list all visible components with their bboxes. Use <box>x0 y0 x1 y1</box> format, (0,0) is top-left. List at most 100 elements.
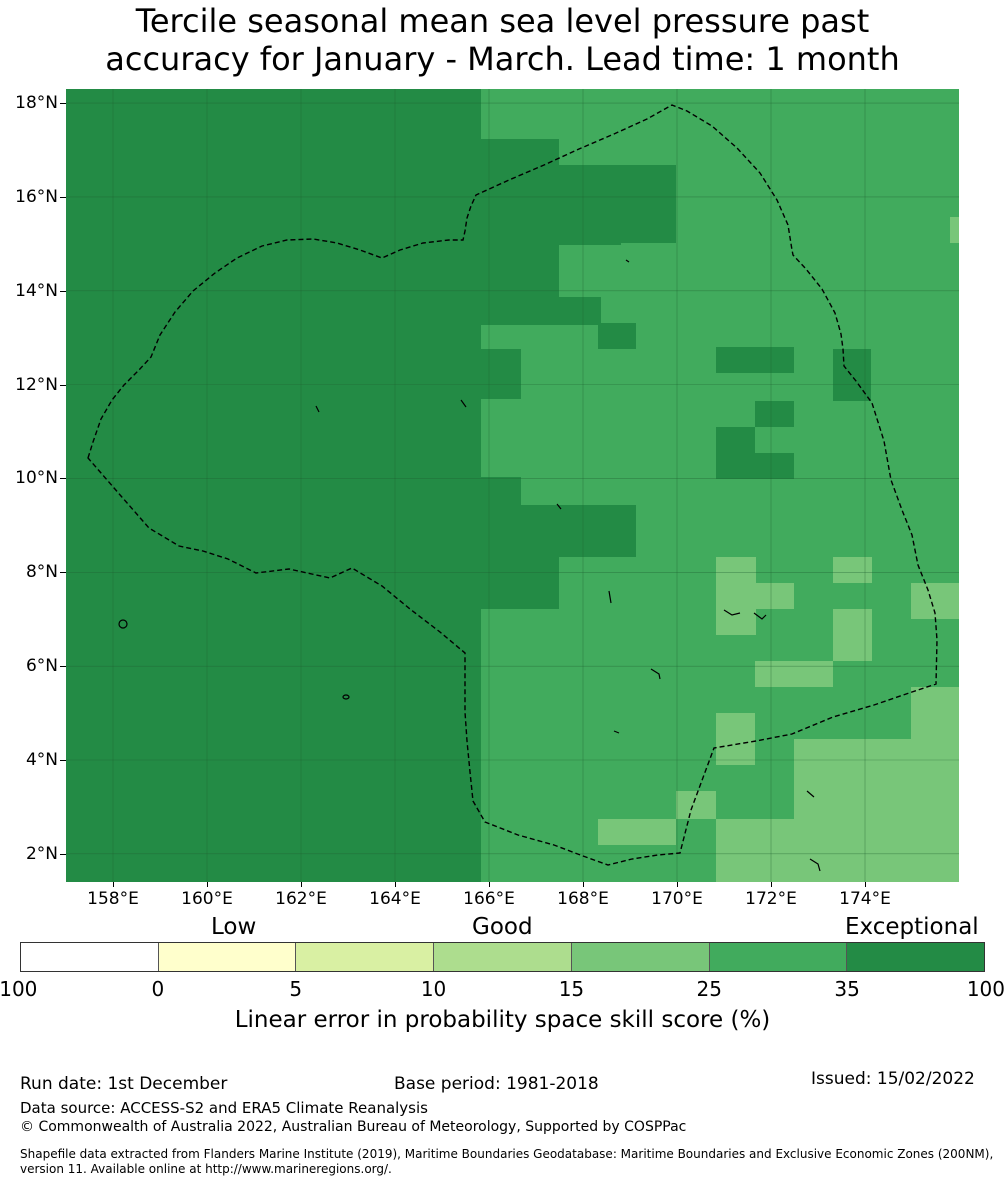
colorbar-segment <box>709 943 848 971</box>
colorbar-label: Linear error in probability space skill … <box>234 1007 771 1033</box>
y-tick-mark <box>60 853 66 855</box>
skill-region-exceptional <box>481 557 559 609</box>
colorbar-tick-label: 10 <box>420 977 447 1001</box>
skill-region-good-light <box>716 557 756 635</box>
title-line-1: Tercile seasonal mean sea level pressure… <box>135 2 870 40</box>
colorbar-category-low: Low <box>211 914 257 940</box>
skill-region-exceptional <box>66 89 481 882</box>
skill-region-exceptional <box>364 709 401 765</box>
shapefile-credit-line-2: version 11. Available online at http://w… <box>20 1162 392 1176</box>
skill-region-good-light <box>755 661 833 687</box>
skill-region-good-light <box>676 791 716 819</box>
skill-region-good-light <box>794 739 959 882</box>
skill-region-exceptional <box>481 477 521 505</box>
data-source: Data source: ACCESS-S2 and ERA5 Climate … <box>20 1099 428 1117</box>
skill-region-exceptional <box>598 323 636 349</box>
colorbar-segment <box>571 943 710 971</box>
colorbar-segment <box>434 943 572 971</box>
skill-region-exceptional <box>716 427 755 479</box>
colorbar <box>20 942 985 972</box>
y-tick-mark <box>60 572 66 574</box>
y-tick-mark <box>60 103 66 105</box>
map-svg <box>66 89 959 882</box>
colorbar-tick-label: 35 <box>834 977 860 1001</box>
skill-region-exceptional <box>481 505 636 557</box>
colorbar-segment <box>158 943 297 971</box>
y-tick-label: 2°N <box>25 843 58 864</box>
skill-region-exceptional <box>755 401 794 427</box>
colorbar-segment <box>21 943 159 971</box>
title-line-2: accuracy for January - March. Lead time:… <box>105 40 900 78</box>
skill-region-good-light <box>756 583 794 609</box>
x-tick-label: 162°E <box>275 889 327 909</box>
skill-region-exceptional <box>246 845 324 882</box>
x-tick-label: 174°E <box>839 889 891 909</box>
x-tick-mark <box>489 882 490 887</box>
eez-boundary-line <box>87 104 938 866</box>
y-tick-label: 6°N <box>25 656 58 677</box>
x-tick-label: 170°E <box>651 889 703 909</box>
x-tick-mark <box>395 882 396 887</box>
x-tick-mark <box>301 882 302 887</box>
x-tick-mark <box>583 882 584 887</box>
skill-region-exceptional <box>755 453 794 479</box>
y-tick-mark <box>60 666 66 668</box>
colorbar-tick-label: 25 <box>696 977 722 1001</box>
x-tick-mark <box>677 882 678 887</box>
x-tick-label: 160°E <box>181 889 233 909</box>
base-period: Base period: 1981-2018 <box>394 1074 599 1094</box>
colorbar-tick-label: 5 <box>289 977 303 1001</box>
issued-date: Issued: 15/02/2022 <box>811 1069 975 1089</box>
x-tick-mark <box>865 882 866 887</box>
x-tick-mark <box>207 882 208 887</box>
run-date: Run date: 1st December <box>20 1074 228 1094</box>
colorbar-tick-label: 0 <box>151 977 165 1001</box>
skill-region-exceptional <box>716 347 794 373</box>
skill-region-exceptional <box>441 609 481 709</box>
shapefile-credit-line-1: Shapefile data extracted from Flanders M… <box>20 1147 994 1161</box>
y-tick-mark <box>60 384 66 386</box>
skill-map <box>66 89 959 882</box>
colorbar-tick-label: 100 <box>966 977 1005 1001</box>
skill-region-exceptional <box>636 165 676 243</box>
x-tick-mark <box>771 882 772 887</box>
skill-region-good-light <box>833 557 872 583</box>
y-tick-label: 4°N <box>25 750 58 770</box>
y-tick-label: 14°N <box>15 280 58 301</box>
skill-region-exceptional <box>481 139 559 217</box>
skill-region-good-light <box>716 819 794 882</box>
colorbar-category-good: Good <box>472 914 533 940</box>
y-tick-mark <box>60 196 66 198</box>
x-tick-label: 168°E <box>557 889 609 909</box>
skill-region-good-light <box>598 819 676 845</box>
y-tick-mark <box>60 478 66 480</box>
colorbar-category-exceptional: Exceptional <box>845 914 979 940</box>
y-tick-mark <box>60 290 66 292</box>
x-tick-label: 166°E <box>463 889 515 909</box>
island-outlines <box>118 259 821 872</box>
x-tick-label: 158°E <box>87 889 139 909</box>
skill-region-good-light <box>833 609 872 661</box>
colorbar-segment <box>296 943 435 971</box>
skill-region-exceptional <box>481 297 601 325</box>
skill-region-good-light <box>950 217 959 243</box>
skill-region-exceptional <box>481 349 521 399</box>
x-tick-mark <box>113 882 114 887</box>
skill-region-exceptional <box>402 659 441 709</box>
chart-title: Tercile seasonal mean sea level pressure… <box>0 2 1005 78</box>
y-tick-label: 8°N <box>25 562 58 583</box>
y-tick-label: 12°N <box>15 374 58 395</box>
y-tick-mark <box>60 760 66 761</box>
colorbar-tick-label: 15 <box>558 977 585 1001</box>
skill-region-good-light <box>911 687 959 739</box>
y-tick-label: 16°N <box>15 186 58 207</box>
x-tick-label: 164°E <box>369 889 421 909</box>
colorbar-tick-label: -100 <box>0 977 38 1001</box>
skill-region-exceptional <box>324 765 364 845</box>
y-tick-label: 18°N <box>15 93 58 114</box>
copyright: © Commonwealth of Australia 2022, Austra… <box>20 1119 687 1135</box>
skill-region-good-light <box>716 713 755 765</box>
colorbar-segment <box>847 943 985 971</box>
y-tick-label: 10°N <box>15 468 58 489</box>
x-tick-label: 172°E <box>745 889 797 909</box>
